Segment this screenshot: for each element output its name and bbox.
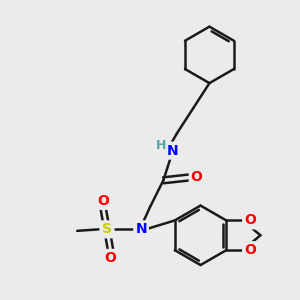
Text: N: N [167, 144, 179, 158]
Text: O: O [244, 213, 256, 227]
Text: O: O [104, 251, 116, 265]
Text: H: H [156, 139, 166, 152]
Text: O: O [98, 194, 109, 208]
Text: O: O [191, 170, 203, 184]
Text: N: N [135, 222, 147, 236]
Text: O: O [244, 243, 256, 257]
Text: S: S [102, 222, 112, 236]
